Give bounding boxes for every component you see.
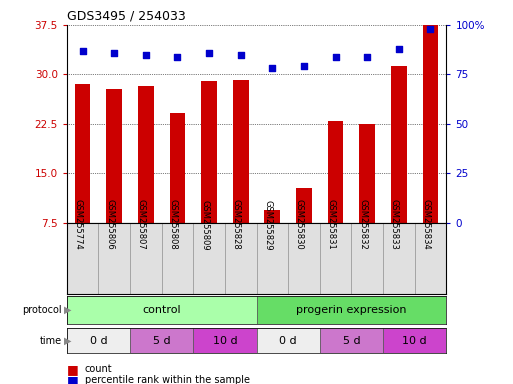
Text: 5 d: 5 d bbox=[153, 336, 170, 346]
Point bbox=[363, 53, 371, 60]
Point bbox=[110, 50, 118, 56]
Bar bbox=[130, 328, 193, 353]
Bar bbox=[106, 89, 122, 223]
Bar bbox=[415, 223, 446, 294]
Point bbox=[142, 51, 150, 58]
Bar bbox=[296, 188, 312, 223]
Bar bbox=[391, 66, 407, 223]
Text: ■: ■ bbox=[67, 374, 78, 384]
Point bbox=[268, 65, 277, 71]
Text: time: time bbox=[40, 336, 62, 346]
Bar bbox=[288, 223, 320, 294]
Bar bbox=[74, 84, 90, 223]
Bar bbox=[351, 223, 383, 294]
Bar bbox=[67, 328, 130, 353]
Text: GSM255808: GSM255808 bbox=[168, 199, 177, 250]
Text: percentile rank within the sample: percentile rank within the sample bbox=[85, 375, 250, 384]
Text: GSM255807: GSM255807 bbox=[137, 199, 146, 250]
Bar bbox=[264, 210, 280, 223]
Text: GSM255832: GSM255832 bbox=[358, 199, 367, 250]
Bar bbox=[201, 81, 217, 223]
Point bbox=[78, 48, 87, 54]
Text: count: count bbox=[85, 364, 112, 374]
Bar bbox=[162, 223, 193, 294]
Point bbox=[331, 53, 340, 60]
Text: GSM255774: GSM255774 bbox=[73, 199, 83, 250]
Bar bbox=[138, 86, 154, 223]
Bar bbox=[256, 328, 320, 353]
Bar bbox=[383, 223, 415, 294]
Bar bbox=[67, 223, 98, 294]
Text: 10 d: 10 d bbox=[212, 336, 237, 346]
Bar bbox=[359, 124, 375, 223]
Bar bbox=[328, 121, 344, 223]
Point bbox=[236, 51, 245, 58]
Text: 10 d: 10 d bbox=[402, 336, 427, 346]
Text: ▶: ▶ bbox=[64, 305, 72, 315]
Point bbox=[205, 50, 213, 56]
Bar bbox=[320, 223, 351, 294]
Bar bbox=[320, 328, 383, 353]
Point bbox=[394, 46, 403, 52]
Text: ▶: ▶ bbox=[64, 336, 72, 346]
Point bbox=[426, 26, 435, 32]
Bar bbox=[193, 328, 256, 353]
Text: protocol: protocol bbox=[22, 305, 62, 315]
Bar bbox=[98, 223, 130, 294]
Text: GSM255829: GSM255829 bbox=[263, 200, 272, 250]
Bar bbox=[169, 113, 185, 223]
Text: 0 d: 0 d bbox=[279, 336, 297, 346]
Text: GSM255833: GSM255833 bbox=[390, 199, 399, 250]
Text: progerin expression: progerin expression bbox=[296, 305, 407, 315]
Point bbox=[300, 63, 308, 70]
Bar bbox=[233, 79, 249, 223]
Bar bbox=[225, 223, 256, 294]
Bar bbox=[67, 296, 256, 324]
Bar bbox=[130, 223, 162, 294]
Text: 5 d: 5 d bbox=[343, 336, 360, 346]
Text: GSM255828: GSM255828 bbox=[232, 199, 241, 250]
Text: 0 d: 0 d bbox=[89, 336, 107, 346]
Bar bbox=[423, 25, 439, 223]
Bar bbox=[256, 223, 288, 294]
Bar bbox=[256, 296, 446, 324]
Point bbox=[173, 53, 182, 60]
Text: GSM255806: GSM255806 bbox=[105, 199, 114, 250]
Text: GSM255831: GSM255831 bbox=[327, 199, 336, 250]
Text: ■: ■ bbox=[67, 363, 78, 376]
Bar bbox=[383, 328, 446, 353]
Bar bbox=[193, 223, 225, 294]
Text: control: control bbox=[142, 305, 181, 315]
Text: GSM255830: GSM255830 bbox=[295, 199, 304, 250]
Text: GDS3495 / 254033: GDS3495 / 254033 bbox=[67, 9, 185, 22]
Text: GSM255809: GSM255809 bbox=[200, 200, 209, 250]
Text: GSM255834: GSM255834 bbox=[422, 199, 430, 250]
